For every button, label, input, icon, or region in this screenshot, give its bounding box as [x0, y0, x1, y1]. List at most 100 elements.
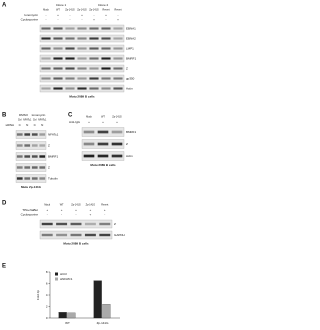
lane-label: Revert — [102, 9, 109, 12]
y-tick-label: 8 — [46, 270, 48, 274]
caption: Mutu 2089 B cells — [69, 94, 95, 98]
band — [77, 27, 87, 30]
bar — [67, 312, 76, 319]
treatment-sign: + — [102, 120, 104, 124]
band — [41, 37, 51, 40]
band — [89, 57, 99, 60]
band — [101, 57, 111, 60]
treatment-sign: - — [58, 17, 59, 21]
band — [39, 144, 46, 147]
caption: Mutu 2089 B cells — [63, 241, 89, 245]
band — [16, 144, 23, 147]
band — [70, 233, 82, 237]
y-tick-label: 6 — [46, 281, 48, 285]
x-tick-label: Zp-141G — [97, 321, 110, 325]
band — [39, 133, 46, 136]
blot-label: NFATc1 — [48, 132, 59, 136]
band — [77, 37, 87, 40]
blot-label: gp350 — [126, 76, 135, 80]
blot — [15, 163, 47, 172]
band — [97, 142, 109, 146]
treatment-sign: + — [88, 120, 90, 124]
treatment-sign: C — [19, 123, 22, 127]
treatment-sign: - — [61, 212, 62, 216]
treatment-sign: - — [46, 13, 47, 17]
band — [16, 166, 23, 169]
bar — [93, 280, 102, 319]
blot — [15, 141, 47, 150]
blot-label: LMP1 — [126, 46, 134, 50]
caption: Mutu Zp-141G — [21, 185, 42, 189]
treatment-sign: + — [117, 17, 119, 21]
lane-label: Zp-141G — [77, 9, 87, 12]
band — [113, 77, 123, 80]
lane-label: Mock — [43, 9, 50, 12]
blot-label: Z — [114, 222, 116, 226]
lane-label: Ctrl — [18, 119, 22, 122]
blot — [39, 54, 125, 63]
band — [24, 177, 31, 180]
band — [39, 166, 46, 169]
band — [111, 142, 123, 146]
band — [31, 166, 38, 169]
band — [56, 233, 68, 237]
band — [65, 27, 75, 30]
treatment-sign: - — [76, 212, 77, 216]
band — [41, 27, 51, 30]
y-tick-label: 4 — [46, 293, 48, 297]
treatment-sign: + — [90, 212, 92, 216]
band — [101, 37, 111, 40]
blot-label: EBNA2 — [126, 36, 136, 40]
blot-label: Actin — [126, 86, 133, 90]
treatment-sign: + — [90, 208, 92, 212]
treatment-label: Cyclosporine — [21, 212, 39, 216]
caption: Mutu 2089 B cells — [90, 163, 116, 167]
blot-label: GAPDH — [114, 233, 125, 237]
band — [53, 37, 63, 40]
blot-label: BMRF1 — [126, 130, 136, 134]
treatment-sign: - — [70, 13, 71, 17]
band — [83, 142, 95, 146]
band — [101, 27, 111, 30]
band — [65, 37, 75, 40]
band — [83, 130, 95, 134]
panel-letter: D — [2, 201, 7, 207]
band — [16, 155, 23, 158]
band — [41, 77, 51, 80]
lane-label: Zp-141G — [65, 9, 75, 12]
band — [70, 222, 82, 226]
band — [39, 177, 46, 180]
treatment-sign: + — [104, 208, 106, 212]
treatment-sign: - — [106, 17, 107, 21]
x-tick-label: WT — [65, 321, 70, 325]
lane-label: Zp-141G — [89, 9, 99, 12]
band — [65, 57, 75, 60]
blot-label: Z — [126, 66, 128, 70]
band — [41, 222, 53, 226]
band — [53, 67, 63, 70]
band — [77, 67, 87, 70]
band — [99, 233, 111, 237]
legend-label: siCtrl — [60, 272, 67, 276]
lane-label: WT — [101, 116, 105, 119]
band — [101, 47, 111, 50]
treatment-sign: N — [26, 123, 28, 127]
treatment-sign: - — [47, 212, 48, 216]
band — [77, 57, 87, 60]
treatment-sign: - — [82, 17, 83, 21]
blot-label: EBNA1 — [126, 26, 136, 30]
y-tick-label: 0 — [46, 316, 48, 320]
treatment-label: Cyclosporine — [21, 17, 39, 21]
lane-label: Zp-141G — [71, 204, 81, 207]
treatment-sign: + — [75, 208, 77, 212]
treatment-sign: + — [116, 120, 118, 124]
band — [31, 144, 38, 147]
group-label: Ionomycin — [32, 113, 46, 117]
panel-letter: E — [2, 264, 6, 270]
treatment-label: Anti-IgG — [69, 120, 81, 124]
band — [56, 222, 68, 226]
band — [65, 77, 75, 80]
treatment-sign: - — [94, 13, 95, 17]
band — [16, 177, 23, 180]
band — [101, 67, 111, 70]
